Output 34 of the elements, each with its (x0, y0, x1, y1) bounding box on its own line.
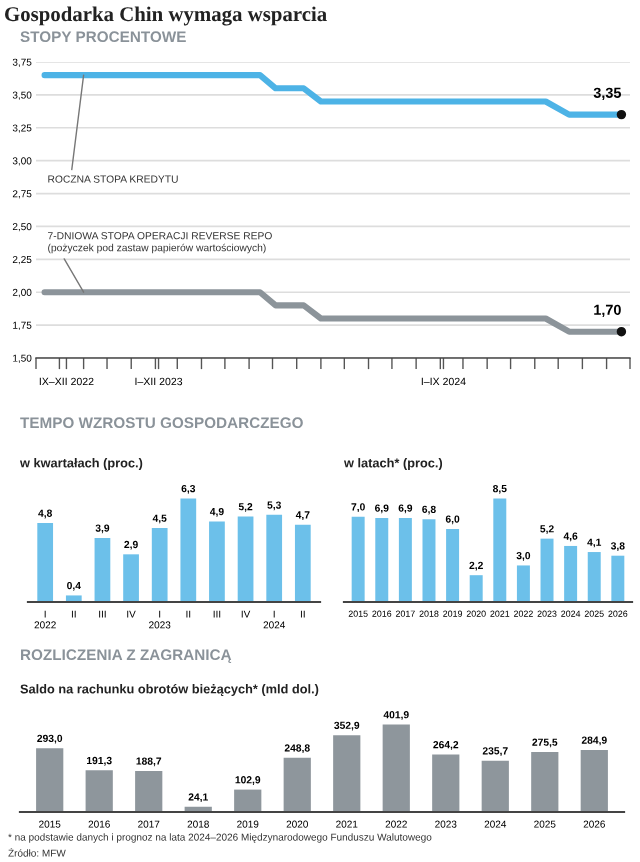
bar (469, 575, 483, 602)
bar (531, 752, 559, 812)
bar (123, 554, 139, 602)
bar (234, 789, 262, 812)
bar (516, 565, 530, 602)
bar (375, 517, 389, 602)
bar (180, 498, 197, 602)
bar (540, 538, 554, 602)
bar (398, 517, 412, 602)
bar (432, 754, 460, 812)
bar (611, 555, 625, 602)
bar (422, 519, 436, 602)
bar (37, 523, 54, 602)
bar (209, 521, 225, 602)
bar (65, 595, 82, 602)
bar (587, 552, 601, 602)
bar (36, 748, 64, 812)
bar (85, 770, 113, 812)
bar (151, 528, 168, 602)
bar (493, 498, 507, 602)
bar (283, 757, 311, 812)
bar (481, 760, 509, 812)
bar (333, 735, 361, 812)
bar (580, 749, 608, 812)
chart-title: Gospodarka Chin wymaga wsparcia (5, 6, 327, 26)
bar (382, 724, 410, 812)
bar (446, 528, 460, 602)
bar (266, 514, 283, 602)
bar (237, 516, 254, 602)
bar (294, 524, 311, 602)
bar (94, 537, 111, 602)
bar (564, 545, 578, 602)
bar (351, 516, 365, 602)
bar (135, 770, 163, 812)
